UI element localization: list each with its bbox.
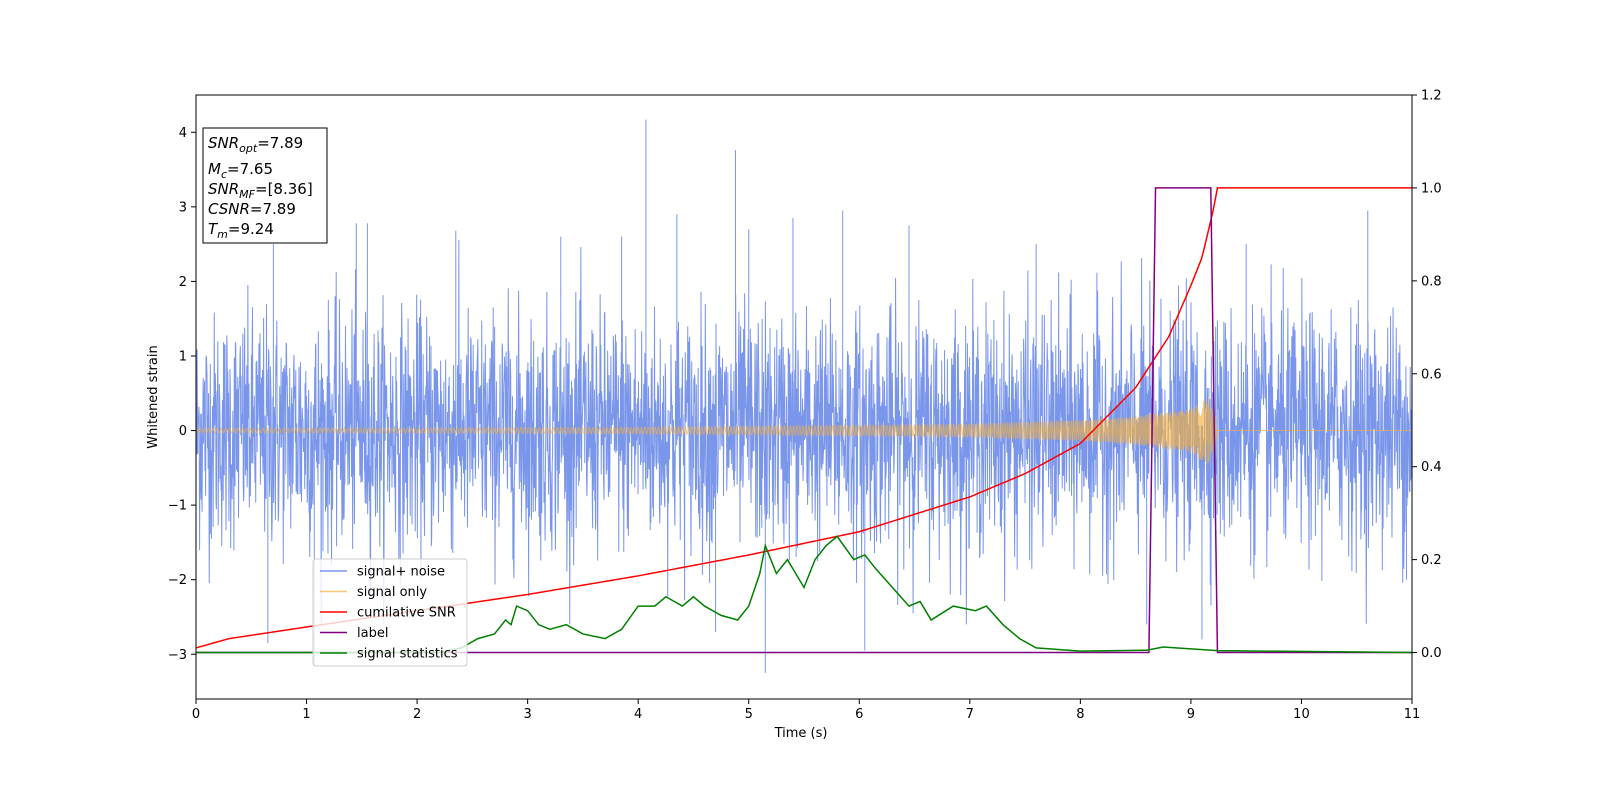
x-tick-label: 0 [192, 707, 200, 722]
legend: signal+ noise signal only cumilative SNR la… [312, 558, 468, 667]
x-tick-label: 8 [1076, 707, 1084, 722]
x-tick-label: 6 [855, 707, 863, 722]
x-tick-label: 10 [1293, 707, 1310, 722]
series-signal-only-line [196, 396, 1412, 464]
x-tick-label: 5 [745, 707, 753, 722]
x-tick-label: 1 [302, 707, 310, 722]
x-tick-label: 4 [634, 707, 642, 722]
annotation-line: Tm=9.24 [208, 220, 274, 241]
y-left-tick-label: 4 [179, 126, 187, 141]
y-left-tick-label: −1 [168, 499, 187, 514]
legend-entry: label [357, 626, 388, 641]
x-axis: 0 1 2 3 4 5 6 7 8 9 10 11 [192, 699, 1420, 722]
y-right-tick-label: 0.6 [1421, 367, 1442, 382]
y-left-tick-label: −3 [168, 648, 187, 663]
y-right-tick-label: 1.0 [1421, 181, 1442, 196]
x-tick-label: 7 [966, 707, 974, 722]
series-signal-statistics-line [196, 535, 1412, 654]
legend-entry: signal only [357, 585, 427, 600]
y-right-tick-label: 0.4 [1421, 460, 1442, 475]
y-left-tick-label: 0 [179, 424, 187, 439]
series-label-line [196, 187, 1412, 654]
y-left-tick-label: 2 [179, 275, 187, 290]
annotation-frame [202, 127, 328, 244]
legend-entry: signal+ noise [357, 565, 445, 580]
x-tick-label: 11 [1404, 707, 1421, 722]
x-axis-label: Time (s) [774, 726, 828, 741]
legend-entry: cumilative SNR [357, 606, 456, 621]
annotation-line: SNRopt=7.89 [208, 134, 303, 155]
annotation-line: SNRMF=[8.36] [208, 180, 313, 201]
y-axis-label: Whitened strain [146, 345, 161, 448]
y-left-tick-label: −2 [168, 573, 187, 588]
legend-entry: signal statistics [357, 647, 458, 662]
y-right-tick-label: 0.0 [1421, 646, 1442, 661]
annotation-line: CSNR=7.89 [208, 200, 296, 218]
annotation-line: Mc=7.65 [208, 160, 273, 181]
x-tick-label: 9 [1187, 707, 1195, 722]
y-right-tick-label: 0.2 [1421, 553, 1442, 568]
y-axis-left: −3 −2 −1 0 1 2 3 4 [168, 126, 196, 663]
y-right-tick-label: 1.2 [1421, 89, 1442, 104]
plot-frame [195, 94, 1413, 700]
y-right-tick-label: 0.8 [1421, 274, 1442, 289]
x-tick-label: 2 [413, 707, 421, 722]
legend-frame [312, 558, 468, 667]
x-tick-label: 3 [523, 707, 531, 722]
y-left-tick-label: 1 [179, 349, 187, 364]
y-axis-right: 0.0 0.2 0.4 0.6 0.8 1.0 1.2 [1412, 89, 1442, 661]
series-signal-noise-line [196, 119, 1412, 673]
y-left-tick-label: 3 [179, 200, 187, 215]
